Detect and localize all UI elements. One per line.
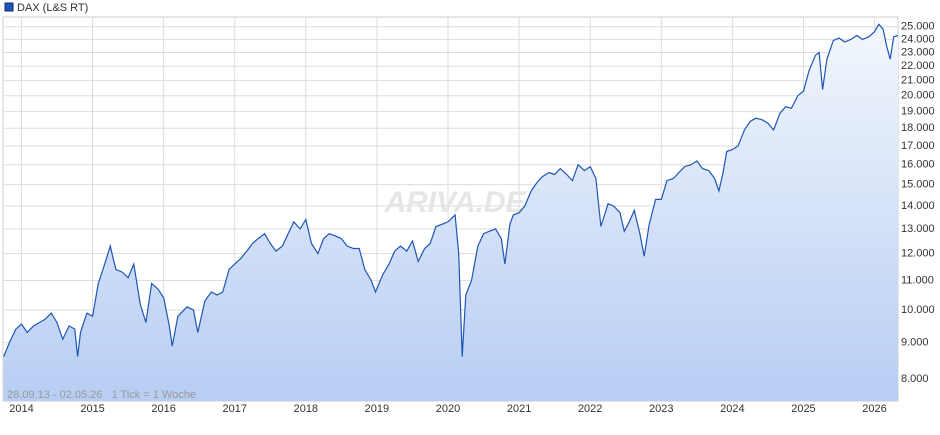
x-tick-label: 2023	[649, 403, 673, 415]
y-tick-label: 14.000	[901, 200, 935, 212]
y-tick-label: 22.000	[901, 60, 935, 72]
y-tick-label: 18.000	[901, 122, 935, 134]
line	[3, 23, 899, 357]
y-tick-label: 12.000	[901, 248, 935, 260]
y-tick-label: 13.000	[901, 223, 935, 235]
x-tick-label: 2017	[223, 403, 247, 415]
x-tick-label: 2021	[507, 403, 531, 415]
y-tick-label: 20.000	[901, 90, 935, 102]
x-tick-label: 2015	[80, 403, 104, 415]
x-tick-label: 2022	[578, 403, 602, 415]
watermark: ARIVA.DE	[383, 186, 526, 219]
legend-swatch	[4, 2, 14, 12]
x-tick-label: 2024	[720, 403, 744, 415]
y-tick-label: 15.000	[901, 179, 935, 191]
y-tick-label: 19.000	[901, 105, 935, 117]
y-tick-label: 24.000	[901, 33, 935, 45]
x-tick-label: 2020	[436, 403, 460, 415]
y-tick-label: 9.000	[901, 336, 929, 348]
y-tick-label: 17.000	[901, 140, 935, 152]
x-tick-label: 2019	[365, 403, 389, 415]
x-tick-label: 2025	[791, 403, 815, 415]
x-tick-label: 2026	[862, 403, 886, 415]
x-tick-label: 2018	[294, 403, 318, 415]
area	[3, 24, 898, 402]
y-tick-label: 16.000	[901, 159, 935, 171]
y-tick-label: 10.000	[901, 304, 935, 316]
y-tick-label: 8.000	[901, 373, 929, 385]
legend-label: DAX (L&S RT)	[17, 2, 88, 14]
x-tick-label: 2016	[151, 403, 175, 415]
y-tick-label: 23.000	[901, 46, 935, 58]
y-tick-label: 11.000	[901, 274, 934, 286]
x-tick-label: 2014	[9, 403, 33, 415]
y-tick-label: 21.000	[901, 75, 935, 87]
range-note: 28.09.13 - 02.05.26 1 Tick = 1 Woche	[7, 389, 196, 401]
y-tick-label: 25.000	[901, 21, 935, 33]
